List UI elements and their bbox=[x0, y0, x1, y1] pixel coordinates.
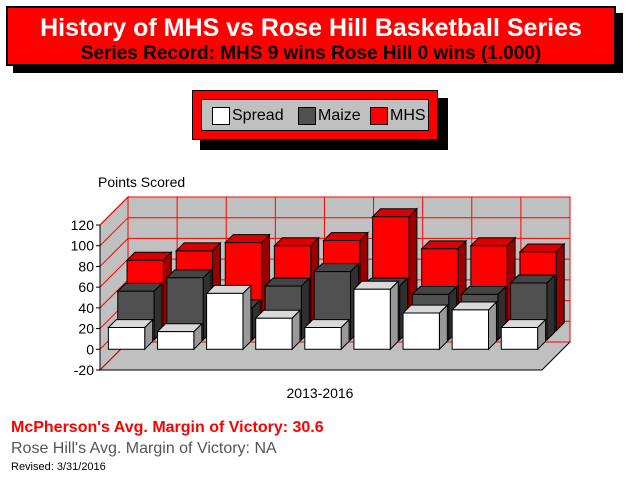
y-tick-label: 60 bbox=[78, 279, 94, 295]
grid-line-horizontal bbox=[99, 196, 570, 226]
bar-face bbox=[402, 312, 440, 350]
bar-face bbox=[125, 251, 173, 261]
legend: Spread Maize MHS bbox=[192, 90, 438, 140]
opponent-margin-text: Rose Hill's Avg. Margin of Victory: NA bbox=[11, 440, 277, 457]
chart-title: History of MHS vs Rose Hill Basketball S… bbox=[40, 14, 582, 42]
title-banner: History of MHS vs Rose Hill Basketball S… bbox=[6, 6, 616, 66]
bar-face bbox=[555, 242, 565, 332]
bar-face bbox=[451, 309, 490, 350]
legend-label-maize: Maize bbox=[318, 107, 361, 124]
legend-label-spread: Spread bbox=[232, 107, 284, 124]
bar-face bbox=[254, 309, 302, 319]
bar-face bbox=[353, 288, 391, 350]
bar-face bbox=[401, 304, 449, 314]
bar-face bbox=[389, 280, 399, 351]
bar-spread bbox=[500, 318, 547, 351]
y-tick-label: 120 bbox=[71, 217, 95, 233]
bar-face bbox=[303, 319, 351, 329]
y-tick-label: -20 bbox=[74, 362, 94, 378]
grid-line-horizontal bbox=[99, 217, 570, 247]
y-tick-label: 100 bbox=[71, 238, 95, 254]
bar-spread bbox=[450, 300, 498, 351]
bar-face bbox=[304, 327, 342, 350]
mhs-margin-text: McPherson's Avg. Margin of Victory: 30.6 bbox=[11, 419, 324, 436]
bar-spread bbox=[401, 303, 449, 351]
bar-face bbox=[165, 269, 213, 279]
legend-swatch-spread bbox=[212, 107, 230, 125]
legend-swatch-mhs bbox=[370, 107, 388, 125]
legend-panel: Spread Maize MHS bbox=[201, 99, 429, 131]
bar-face bbox=[205, 284, 253, 294]
bar-face bbox=[107, 319, 154, 329]
bar-spread bbox=[107, 318, 154, 351]
bar-face bbox=[322, 232, 369, 242]
y-tick-label: 20 bbox=[78, 321, 94, 337]
bar-face bbox=[509, 274, 557, 284]
bar-face bbox=[242, 284, 252, 351]
bar-face bbox=[273, 237, 320, 247]
bar-face bbox=[312, 263, 360, 273]
y-axis-title: Points Scored bbox=[98, 174, 185, 190]
bar-face bbox=[206, 292, 244, 350]
y-tick-label: 80 bbox=[78, 258, 94, 274]
legend-swatch-maize bbox=[298, 107, 316, 125]
legend-label-mhs: MHS bbox=[390, 107, 426, 124]
bar-spread bbox=[352, 280, 400, 351]
revised-date: Revised: 3/31/2016 bbox=[11, 461, 106, 473]
chart-subtitle: Series Record: MHS 9 wins Rose Hill 0 wi… bbox=[80, 43, 542, 64]
bar-face bbox=[263, 277, 311, 287]
grid-line-horizontal bbox=[99, 237, 570, 267]
bar-spread bbox=[156, 322, 203, 351]
bar-face bbox=[450, 301, 498, 311]
y-tick-label: 0 bbox=[86, 341, 94, 357]
bar-face bbox=[500, 319, 547, 329]
bar-face bbox=[156, 323, 203, 333]
bar-face bbox=[411, 285, 458, 295]
bar-face bbox=[116, 282, 164, 292]
bar-spread bbox=[254, 309, 302, 351]
bar-face bbox=[546, 273, 556, 342]
bar-face bbox=[469, 237, 517, 247]
bar-face bbox=[518, 243, 566, 253]
bar-face bbox=[107, 327, 146, 350]
bar-spread bbox=[205, 284, 253, 351]
bar-face bbox=[224, 234, 271, 244]
bar-spread bbox=[303, 318, 351, 351]
y-tick-label: 40 bbox=[78, 300, 94, 316]
bar-face bbox=[420, 240, 468, 250]
bar-face bbox=[352, 280, 400, 290]
bar-face bbox=[371, 208, 419, 218]
x-axis-title: 2013-2016 bbox=[287, 385, 354, 401]
bar-face bbox=[174, 242, 222, 252]
bar-face bbox=[255, 317, 293, 350]
bar-face bbox=[460, 285, 507, 295]
bar-face bbox=[156, 331, 195, 350]
bar-face bbox=[500, 327, 539, 350]
